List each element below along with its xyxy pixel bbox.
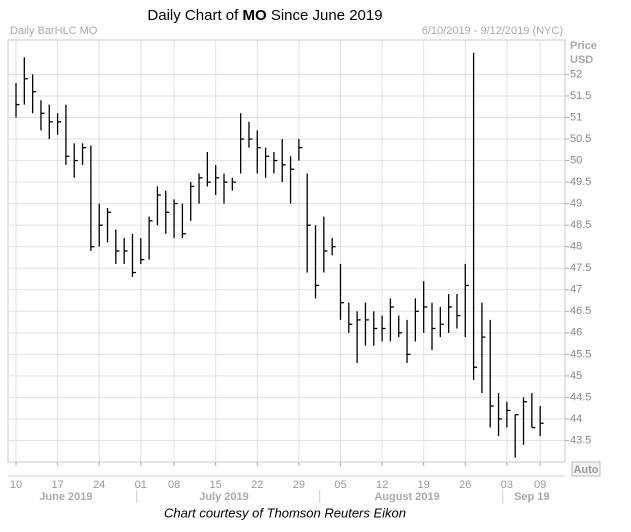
x-tick-label: 10 bbox=[10, 479, 22, 491]
x-tick-label: 03 bbox=[501, 479, 513, 491]
y-tick-label: 50.5 bbox=[570, 133, 591, 145]
x-tick-label: 01 bbox=[135, 479, 147, 491]
auto-button-label[interactable]: Auto bbox=[573, 464, 598, 476]
title-symbol: MO bbox=[242, 7, 266, 24]
header-right: 6/10/2019 - 9/12/2019 (NYC) bbox=[422, 25, 563, 37]
y-tick-label: 46.5 bbox=[570, 305, 591, 317]
auto-button[interactable] bbox=[571, 461, 601, 477]
x-tick-label: 09 bbox=[534, 479, 546, 491]
y-tick-label: 44 bbox=[570, 413, 582, 425]
y-tick-label: 52 bbox=[570, 68, 582, 80]
x-tick-label: 08 bbox=[168, 479, 180, 491]
y-axis-label: Price bbox=[570, 40, 597, 52]
x-tick-label: 26 bbox=[459, 479, 471, 491]
header-left: Daily BarHLC MO bbox=[10, 25, 98, 37]
month-label: Sep 19 bbox=[514, 491, 549, 503]
y-tick-label: 49.5 bbox=[570, 176, 591, 188]
y-tick-label: 47.5 bbox=[570, 262, 591, 274]
title-part: Daily Chart of bbox=[147, 7, 239, 24]
y-tick-label: 45.5 bbox=[570, 348, 591, 360]
y-tick-label: 43.5 bbox=[570, 434, 591, 446]
y-tick-label: 45 bbox=[570, 370, 582, 382]
y-axis-label: USD bbox=[570, 54, 593, 66]
x-tick-label: 22 bbox=[251, 479, 263, 491]
x-tick-label: 12 bbox=[376, 479, 388, 491]
x-tick-label: 15 bbox=[210, 479, 222, 491]
month-label: June 2019 bbox=[39, 491, 92, 503]
y-tick-label: 49 bbox=[570, 198, 582, 210]
y-tick-label: 51.5 bbox=[570, 90, 591, 102]
x-tick-label: 29 bbox=[293, 479, 305, 491]
chart-title: Daily Chart of MO Since June 2019 bbox=[147, 7, 382, 24]
x-tick-label: 05 bbox=[334, 479, 346, 491]
month-label: July 2019 bbox=[199, 491, 249, 503]
x-tick-label: 19 bbox=[418, 479, 430, 491]
y-tick-label: 48.5 bbox=[570, 219, 591, 231]
y-tick-label: 46 bbox=[570, 327, 582, 339]
y-tick-label: 50 bbox=[570, 154, 582, 166]
plot-frame bbox=[7, 39, 566, 463]
y-tick-label: 47 bbox=[570, 284, 582, 296]
month-label: August 2019 bbox=[374, 491, 439, 503]
title-part: Since June 2019 bbox=[271, 7, 383, 24]
footer: Chart courtesy of Thomson Reuters Eikon bbox=[164, 505, 406, 520]
x-tick-label: 24 bbox=[93, 479, 105, 491]
y-tick-label: 44.5 bbox=[570, 391, 591, 403]
y-tick-label: 51 bbox=[570, 111, 582, 123]
x-tick-label: 17 bbox=[51, 479, 63, 491]
y-tick-label: 48 bbox=[570, 241, 582, 253]
